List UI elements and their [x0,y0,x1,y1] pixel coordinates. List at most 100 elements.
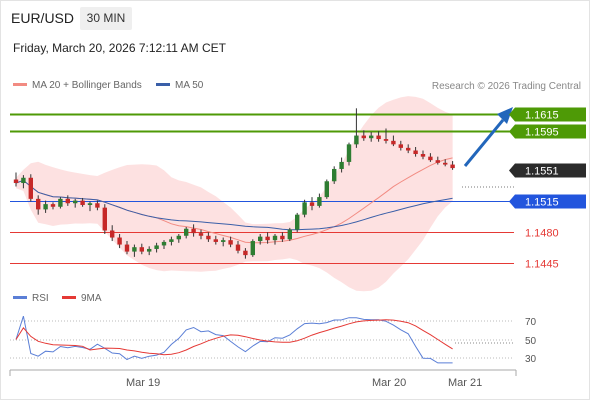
ma50-line [15,179,453,231]
date-time-label: Friday, March 20, 2026 7:12:11 AM CET [13,41,226,55]
candle-body [398,144,403,148]
legend-9ma: 9MA [62,293,102,304]
level-label-1.1515: 1.1515 [525,197,559,209]
candle-body [309,202,315,206]
candle-body [361,135,366,139]
candle-body [154,245,159,249]
candle-body [413,150,418,155]
candle-body [36,198,41,210]
candle-body [21,177,26,184]
timeframe-button[interactable]: 30 MIN [80,7,132,30]
candle-body [258,236,263,242]
candle-body [73,200,78,204]
candle-body [339,161,344,169]
legend-ma50-label: MA 50 [175,80,204,91]
candle-body [287,229,292,240]
candle-body [221,240,226,242]
level-label-1.1595: 1.1595 [525,127,559,139]
rsi-line [15,315,453,364]
candles [13,108,455,259]
candle-body [369,135,374,139]
level-label-1.1480: 1.1480 [525,228,559,240]
x-label-mar21: Mar 21 [448,377,482,389]
legend-9ma-label: 9MA [81,293,102,304]
candle-body [132,247,137,252]
candle-body [332,168,337,182]
legend-rsi: RSI [13,293,49,304]
rsi-tick-30: 30 [525,354,537,365]
candle-body [110,230,115,238]
candle-body [124,244,130,252]
candle-body [65,198,70,204]
forecast-arrow-icon [497,107,513,124]
candle-body [450,164,455,169]
symbol-title: EUR/USD [11,10,75,26]
level-box-1.1595 [515,124,586,139]
candle-body [376,135,381,140]
candle-body [184,228,189,236]
x-label-mar20: Mar 20 [372,377,406,389]
candle-body [117,237,122,245]
level-box-1.1515 [515,194,586,209]
candle-body [250,241,255,256]
bollinger-band [16,96,453,292]
candle-body [265,236,270,241]
candle-body [87,203,93,206]
legend-rsi-label: RSI [32,293,49,304]
candle-body [50,204,56,207]
research-credit: Research © 2026 Trading Central [431,81,581,92]
candle-body [391,140,396,145]
rsi-tick-50: 50 [525,336,537,347]
candle-body [443,162,448,165]
candle-body [428,156,433,161]
ma20-swatch-icon [13,82,27,86]
rsi-panel: 70 50 30 [10,315,537,365]
ma9-swatch-icon [62,295,76,299]
forecast-arrow-shaft [463,119,505,167]
level-box-1.1551 [515,163,586,178]
level-box-pointer-1.1595 [509,124,515,139]
candle-body [280,235,285,240]
level-label-1.1445: 1.1445 [525,259,559,271]
legend-ma20: MA 20 + Bollinger Bands [13,80,142,91]
candle-body [80,200,85,206]
candle-body [317,197,322,206]
candle-body [302,202,307,215]
candle-body [383,139,389,141]
level-box-1.1615 [515,107,586,122]
candle-body [243,250,248,256]
rsi-9ma-line [15,319,453,356]
level-box-pointer-1.1515 [509,194,515,209]
candle-body [176,235,181,240]
candle-body [420,154,426,157]
candle-body [272,235,278,241]
candle-body [295,214,300,230]
candle-body [13,179,19,184]
level-box-pointer-1.1615 [509,107,515,122]
candle-body [406,147,411,151]
candle-body [161,241,167,246]
candle-body [169,239,174,242]
legend-ma50: MA 50 [156,80,203,91]
legend-ma20-label: MA 20 + Bollinger Bands [32,80,142,91]
candle-body [435,160,440,163]
candle-body [206,235,211,240]
candle-body [147,248,152,252]
level-box-pointer-1.1551 [509,163,515,178]
candle-body [43,204,48,210]
candle-body [228,240,233,245]
ma50-swatch-icon [156,82,170,86]
candle-body [191,228,196,234]
x-label-mar19: Mar 19 [126,377,160,389]
candle-body [28,177,33,199]
candle-body [354,135,359,145]
candle-body [235,244,241,251]
candle-body [324,181,329,198]
candle-body [58,198,63,207]
rsi-tick-70: 70 [525,317,537,328]
candle-body [95,203,100,208]
x-axis: Mar 19 Mar 20 Mar 21 [9,369,517,389]
candle-body [213,239,218,242]
level-label-1.1551: 1.1551 [525,166,559,178]
